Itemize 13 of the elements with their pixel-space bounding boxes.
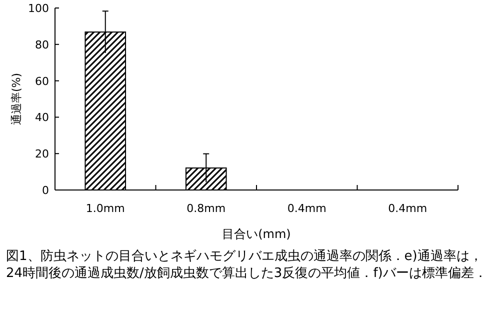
y-tick-label: 0 (42, 184, 49, 197)
x-tick-label: 0.8mm (186, 202, 226, 215)
x-tick-label: 0.4mm (388, 202, 428, 215)
y-tick-label: 20 (35, 148, 49, 161)
y-axis-title: 通過率(%) (10, 72, 23, 126)
x-tick-label: 1.0mm (86, 202, 125, 215)
y-tick-label: 40 (35, 111, 49, 124)
x-axis-title: 目合い(mm) (222, 227, 291, 241)
caption: 図1、防虫ネットの目合いとネギハモグリバエ成虫の通過率の関係．e)通過率は，24時間後の通過成虫数/放飼成虫数で算出した3反復の平均値．f)バーは標準偏差． (6, 248, 488, 282)
x-tick-label: 0.4mm (287, 202, 326, 215)
y-tick-label: 80 (35, 38, 49, 52)
y-tick-label: 60 (35, 74, 49, 88)
y-tick-label: 100 (28, 2, 49, 15)
